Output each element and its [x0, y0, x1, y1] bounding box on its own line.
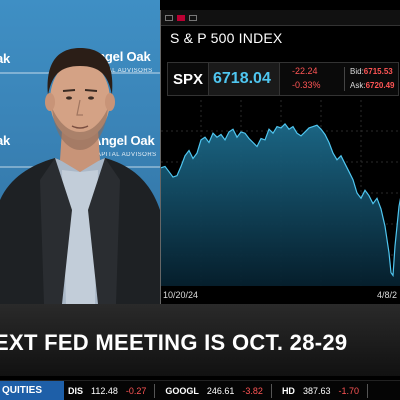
ticker-divider [154, 384, 156, 398]
ticker-category-label: QUITIES [0, 381, 64, 400]
chart-panel: S & P 500 INDEX SPX 6718.04 -22.24 -0.33… [160, 10, 400, 304]
ticker-change: -3.82 [242, 386, 263, 396]
chart-toolbar [161, 10, 400, 26]
price-line [161, 122, 400, 278]
wall-logo-left: ak [0, 133, 11, 148]
ticker-divider [270, 384, 272, 398]
price-chart [161, 100, 400, 286]
price-area [161, 123, 400, 286]
flag-icon [177, 14, 185, 21]
quote-symbol: SPX [173, 71, 204, 88]
quote-row: SPX 6718.04 -22.24 -0.33% Bid:6715.53 As… [167, 62, 399, 96]
ticker-price: 112.48 [91, 386, 118, 396]
wall-logo-angel-oak: Angel Oak CAPITAL ADVISORS [92, 133, 157, 158]
ticker-item: HD 387.63 -1.70 [282, 384, 368, 398]
ticker-symbol: GOOGL [165, 386, 199, 396]
ticker-item: DIS 112.48 -0.27 [68, 384, 156, 398]
ticker-price: 246.61 [206, 386, 235, 396]
headline-text: EXT FED MEETING IS OCT. 28-29 [0, 330, 348, 355]
quote-divider [344, 67, 345, 91]
wall-logo-left: ak [0, 51, 11, 66]
presenter-figure [0, 48, 160, 304]
ticker-items: DIS 112.48 -0.27 GOOGL 246.61 -3.82 HD 387.63 -1… [68, 381, 378, 400]
ticker-change: -1.70 [338, 386, 359, 396]
quote-price-box: 6718.04 [208, 63, 280, 95]
quote-ask: Ask:6720.49 [350, 81, 395, 90]
ticker-change: -0.27 [125, 386, 147, 396]
headline-bar: EXT FED MEETING IS OCT. 28-29 [0, 304, 400, 376]
ticker-symbol: DIS [68, 386, 84, 396]
chart-title: S & P 500 INDEX [170, 30, 283, 46]
window-icon[interactable] [189, 14, 197, 21]
quote-bid: Bid:6715.53 [350, 67, 393, 76]
x-tick-label-end: 4/8/2 [377, 290, 398, 300]
quote-change-percent: -0.33% [292, 80, 321, 90]
ticker-divider [366, 384, 368, 398]
ticker-symbol: HD [281, 386, 295, 396]
stock-ticker: QUITIES DIS 112.48 -0.27 GOOGL 246.61 -3.82 HD… [0, 380, 400, 400]
video-panel: ak Angel Oak CAPITAL ADVISORS ak Angel O… [0, 0, 160, 304]
window-icon[interactable] [165, 14, 173, 21]
ticker-price: 387.63 [302, 386, 331, 396]
quote-change: -22.24 [292, 66, 318, 76]
ticker-item: GOOGL 246.61 -3.82 [165, 384, 272, 398]
quote-price: 6718.04 [213, 70, 271, 87]
x-tick-label-start: 10/20/24 [163, 290, 199, 300]
